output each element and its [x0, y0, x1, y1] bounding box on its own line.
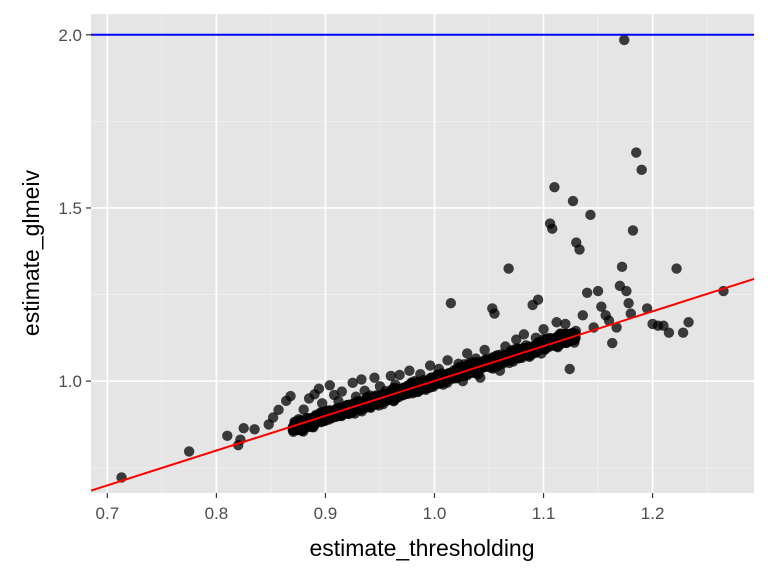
- reference-lines: [90, 33, 755, 492]
- data-point: [503, 263, 514, 274]
- y-tick-label: 1.5: [58, 199, 82, 218]
- data-point: [453, 358, 464, 370]
- data-point: [625, 308, 636, 319]
- data-point: [603, 315, 615, 326]
- data-point: [420, 384, 431, 395]
- data-point: [433, 363, 445, 375]
- data-point: [394, 369, 405, 381]
- data-point: [581, 287, 593, 299]
- regression-line: [90, 278, 755, 492]
- data-point: [298, 404, 309, 415]
- data-point: [313, 383, 325, 394]
- data-point: [390, 379, 401, 390]
- data-point: [607, 337, 618, 349]
- data-point: [424, 360, 436, 371]
- data-point: [445, 298, 457, 309]
- data-point: [631, 147, 642, 158]
- data-point: [489, 308, 500, 319]
- data-point: [518, 329, 530, 340]
- data-point: [374, 381, 386, 392]
- data-point: [359, 385, 370, 397]
- plot-panel: [91, 14, 754, 493]
- data-point: [183, 446, 195, 457]
- data-point: [683, 317, 694, 328]
- data-point: [273, 404, 284, 416]
- data-point: [574, 244, 585, 255]
- data-point: [350, 391, 362, 402]
- data-point: [316, 398, 328, 409]
- data-point: [457, 375, 469, 387]
- data-point: [577, 310, 588, 321]
- data-point: [564, 363, 575, 375]
- data-point: [536, 348, 547, 359]
- data-point: [267, 412, 279, 423]
- data-point: [494, 365, 506, 376]
- data-point: [415, 369, 426, 380]
- data-point: [336, 386, 348, 397]
- data-point: [560, 318, 571, 330]
- x-tick-label: 1.2: [641, 504, 665, 523]
- data-point: [438, 379, 449, 390]
- data-point: [627, 225, 639, 236]
- data-point: [549, 181, 560, 193]
- data-point: [462, 348, 473, 359]
- data-point: [404, 365, 415, 376]
- data-point: [385, 370, 397, 382]
- data-point: [585, 209, 596, 221]
- data-point: [641, 303, 653, 314]
- data-point: [369, 372, 380, 383]
- y-axis-ticks: 1.0 1.5 2.0: [58, 26, 91, 391]
- minor-gridlines: [91, 14, 754, 493]
- data-point: [611, 322, 622, 333]
- data-point: [636, 164, 647, 176]
- data-point: [500, 341, 511, 352]
- data-point: [677, 327, 689, 338]
- data-point: [592, 285, 604, 297]
- x-axis-ticks: 0.7 0.8 0.9 1.0 1.1 1.2: [96, 493, 665, 523]
- data-point: [538, 323, 549, 335]
- data-point: [567, 195, 579, 207]
- data-point: [623, 298, 634, 309]
- x-tick-label: 1.1: [532, 504, 556, 523]
- data-point: [470, 353, 482, 364]
- data-point: [551, 317, 562, 328]
- y-axis-title: estimate_glmeiv: [18, 169, 44, 336]
- data-point: [530, 332, 542, 344]
- data-point: [285, 390, 296, 402]
- y-tick-label: 2.0: [58, 26, 82, 45]
- data-point: [596, 301, 607, 312]
- data-point: [347, 377, 358, 389]
- data-point: [621, 285, 632, 297]
- data-point: [356, 374, 367, 385]
- data-point: [222, 430, 233, 442]
- data-point: [619, 34, 630, 46]
- data-point: [333, 396, 344, 407]
- data-point: [547, 223, 558, 234]
- x-tick-label: 0.7: [96, 504, 120, 523]
- data-point: [249, 424, 260, 435]
- data-point: [324, 380, 336, 391]
- x-tick-label: 0.9: [314, 504, 338, 523]
- y-tick-label: 1.0: [58, 372, 82, 391]
- data-point: [492, 349, 503, 361]
- data-point: [532, 294, 544, 305]
- data-point: [238, 423, 249, 434]
- data-point: [671, 263, 682, 274]
- data-point: [663, 327, 675, 338]
- data-point: [442, 355, 453, 366]
- x-tick-label: 0.8: [205, 504, 229, 523]
- x-axis-title: estimate_thresholding: [309, 535, 534, 561]
- data-point: [475, 372, 486, 383]
- data-point: [479, 344, 490, 356]
- data-point: [616, 261, 628, 273]
- data-point: [349, 408, 360, 419]
- x-tick-label: 1.0: [423, 504, 447, 523]
- data-point: [511, 334, 522, 345]
